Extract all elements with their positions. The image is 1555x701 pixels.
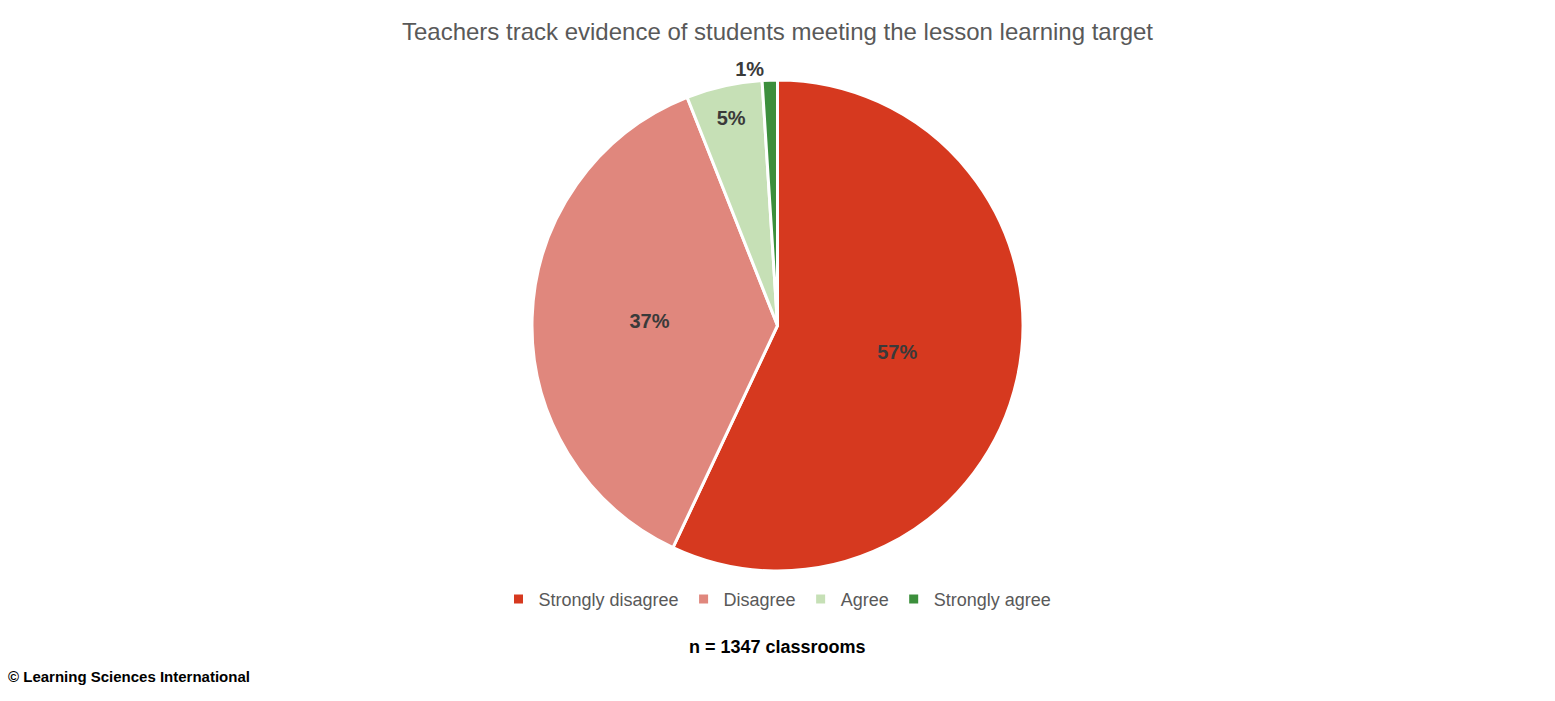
svg-text:Strongly agree: Strongly agree	[934, 590, 1051, 610]
svg-text:Disagree: Disagree	[724, 590, 796, 610]
svg-text:Strongly disagree: Strongly disagree	[539, 590, 679, 610]
svg-text:Teachers track evidence of stu: Teachers track evidence of students meet…	[402, 18, 1153, 45]
svg-text:1%: 1%	[735, 58, 764, 80]
svg-text:57%: 57%	[877, 341, 917, 363]
svg-text:© Learning Sciences Internatio: © Learning Sciences International	[8, 668, 250, 685]
svg-text:Agree: Agree	[841, 590, 889, 610]
svg-text:37%: 37%	[629, 310, 669, 332]
svg-text:5%: 5%	[717, 107, 746, 129]
svg-text:n = 1347 classrooms: n = 1347 classrooms	[689, 637, 866, 657]
